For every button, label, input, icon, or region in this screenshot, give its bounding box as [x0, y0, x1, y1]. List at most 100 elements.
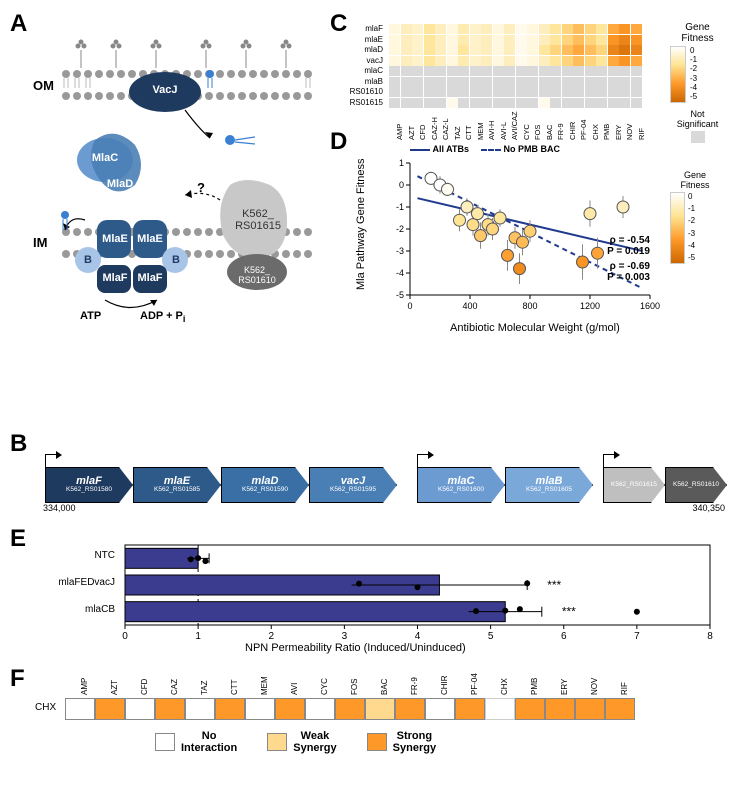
svg-text:7: 7	[634, 631, 640, 640]
atp-text: ATP	[80, 310, 101, 322]
hm-cell	[539, 66, 550, 76]
f-col-label: CTT	[230, 679, 239, 695]
hm-cell	[458, 24, 469, 34]
hm-cell	[608, 87, 619, 97]
f-cell	[245, 698, 275, 720]
hm-cell	[585, 77, 596, 87]
hm-cell	[424, 87, 435, 97]
hm-cell	[619, 66, 630, 76]
hm-cell	[608, 35, 619, 45]
hm-cell	[539, 45, 550, 55]
svg-text:2: 2	[268, 631, 274, 640]
hm-cell	[504, 24, 515, 34]
hm-cell	[447, 56, 458, 66]
hm-cell	[458, 98, 469, 108]
hm-cell	[389, 77, 400, 87]
hm-cell	[435, 24, 446, 34]
hm-cell	[424, 77, 435, 87]
hm-cell	[631, 35, 642, 45]
hm-row-label: mlaC	[345, 66, 383, 75]
rs01610-text: K562_ RS01610	[232, 265, 282, 285]
f-cell	[155, 698, 185, 720]
svg-text:-4: -4	[396, 268, 404, 278]
hm-col-label: BAC	[545, 125, 554, 140]
hm-col-label: AMP	[395, 124, 404, 140]
hm-col-label: AVI/CAZ	[510, 111, 519, 140]
hm-cell	[596, 87, 607, 97]
hm-cell	[447, 87, 458, 97]
hm-cell	[631, 56, 642, 66]
panel-e-barchart: 012345678****** NTCmlaFEDvacJmlaCB NPN P…	[45, 540, 725, 660]
hm-row-label: mlaF	[345, 24, 383, 33]
legend-d: All ATBs No PMB BAC	[410, 144, 560, 154]
hm-cell	[389, 87, 400, 97]
hm-cell	[527, 35, 538, 45]
hm-cell	[470, 87, 481, 97]
hm-cell	[493, 98, 504, 108]
hm-cell	[608, 24, 619, 34]
hm-cell	[412, 87, 423, 97]
f-col-label: NOV	[590, 678, 599, 695]
hm-cell	[493, 45, 504, 55]
hm-cell	[585, 56, 596, 66]
hm-cell	[585, 45, 596, 55]
svg-text:1200: 1200	[580, 301, 600, 311]
gene-arrow: mlaCK562_RS01600	[417, 467, 505, 503]
hm-cell	[481, 35, 492, 45]
hm-cell	[412, 24, 423, 34]
hm-cell	[539, 56, 550, 66]
hm-cell	[550, 77, 561, 87]
hm-cell	[608, 56, 619, 66]
panel-f-row: CHX AMPAZTCFDCAZTAZCTTMEMAVICYCFOSBACFR-…	[35, 680, 725, 750]
hm-cell	[458, 66, 469, 76]
hm-cell	[527, 66, 538, 76]
hm-cell	[401, 35, 412, 45]
f-col-label: CYC	[320, 678, 329, 695]
rs01615-text: K562_ RS01615	[233, 208, 283, 232]
panel-a-svg	[35, 20, 325, 350]
hm-col-label: AVI-L	[499, 122, 508, 140]
hm-cell	[447, 66, 458, 76]
hm-cell	[516, 45, 527, 55]
svg-text:1: 1	[195, 631, 201, 640]
hm-cell	[527, 24, 538, 34]
hm-cell	[573, 56, 584, 66]
f-col-label: PF-04	[470, 673, 479, 695]
f-col-label: FR-9	[410, 677, 419, 695]
hm-row-label: RS01615	[345, 98, 383, 107]
hm-cell	[470, 56, 481, 66]
f-cell	[455, 698, 485, 720]
hm-cell	[481, 98, 492, 108]
hm-cell	[493, 56, 504, 66]
hm-cell	[585, 24, 596, 34]
hm-col-label: CHX	[591, 124, 600, 140]
mlae-r-text: MlaE	[135, 233, 165, 245]
hm-cell	[435, 98, 446, 108]
hm-cell	[573, 24, 584, 34]
hm-col-label: AZT	[407, 126, 416, 140]
svg-text:-3: -3	[396, 246, 404, 256]
svg-text:400: 400	[462, 301, 477, 311]
f-cell	[575, 698, 605, 720]
hm-col-label: CYC	[522, 124, 531, 140]
f-cell	[605, 698, 635, 720]
hm-cell	[389, 45, 400, 55]
hm-cell	[631, 45, 642, 55]
hm-cell	[481, 87, 492, 97]
f-col-label: FOS	[350, 679, 359, 695]
hm-cell	[470, 45, 481, 55]
hm-cell	[562, 87, 573, 97]
f-row-label: CHX	[35, 702, 56, 713]
f-col-label: CAZ	[170, 679, 179, 695]
hm-cell	[550, 35, 561, 45]
hm-cell	[608, 45, 619, 55]
f-col-label: PMB	[530, 678, 539, 695]
figure-root: A C D B E F OM IM /*placeholder*/	[10, 10, 731, 788]
panel-a-diagram: OM IM /*placeholder*/	[35, 20, 325, 330]
hm-cell	[562, 45, 573, 55]
hm-cell	[596, 45, 607, 55]
svg-text:3: 3	[342, 631, 348, 640]
mlab-r-text: B	[171, 254, 181, 266]
coord-left: 334,000	[43, 503, 76, 513]
gene-arrow: mlaDK562_RS01590	[221, 467, 309, 503]
